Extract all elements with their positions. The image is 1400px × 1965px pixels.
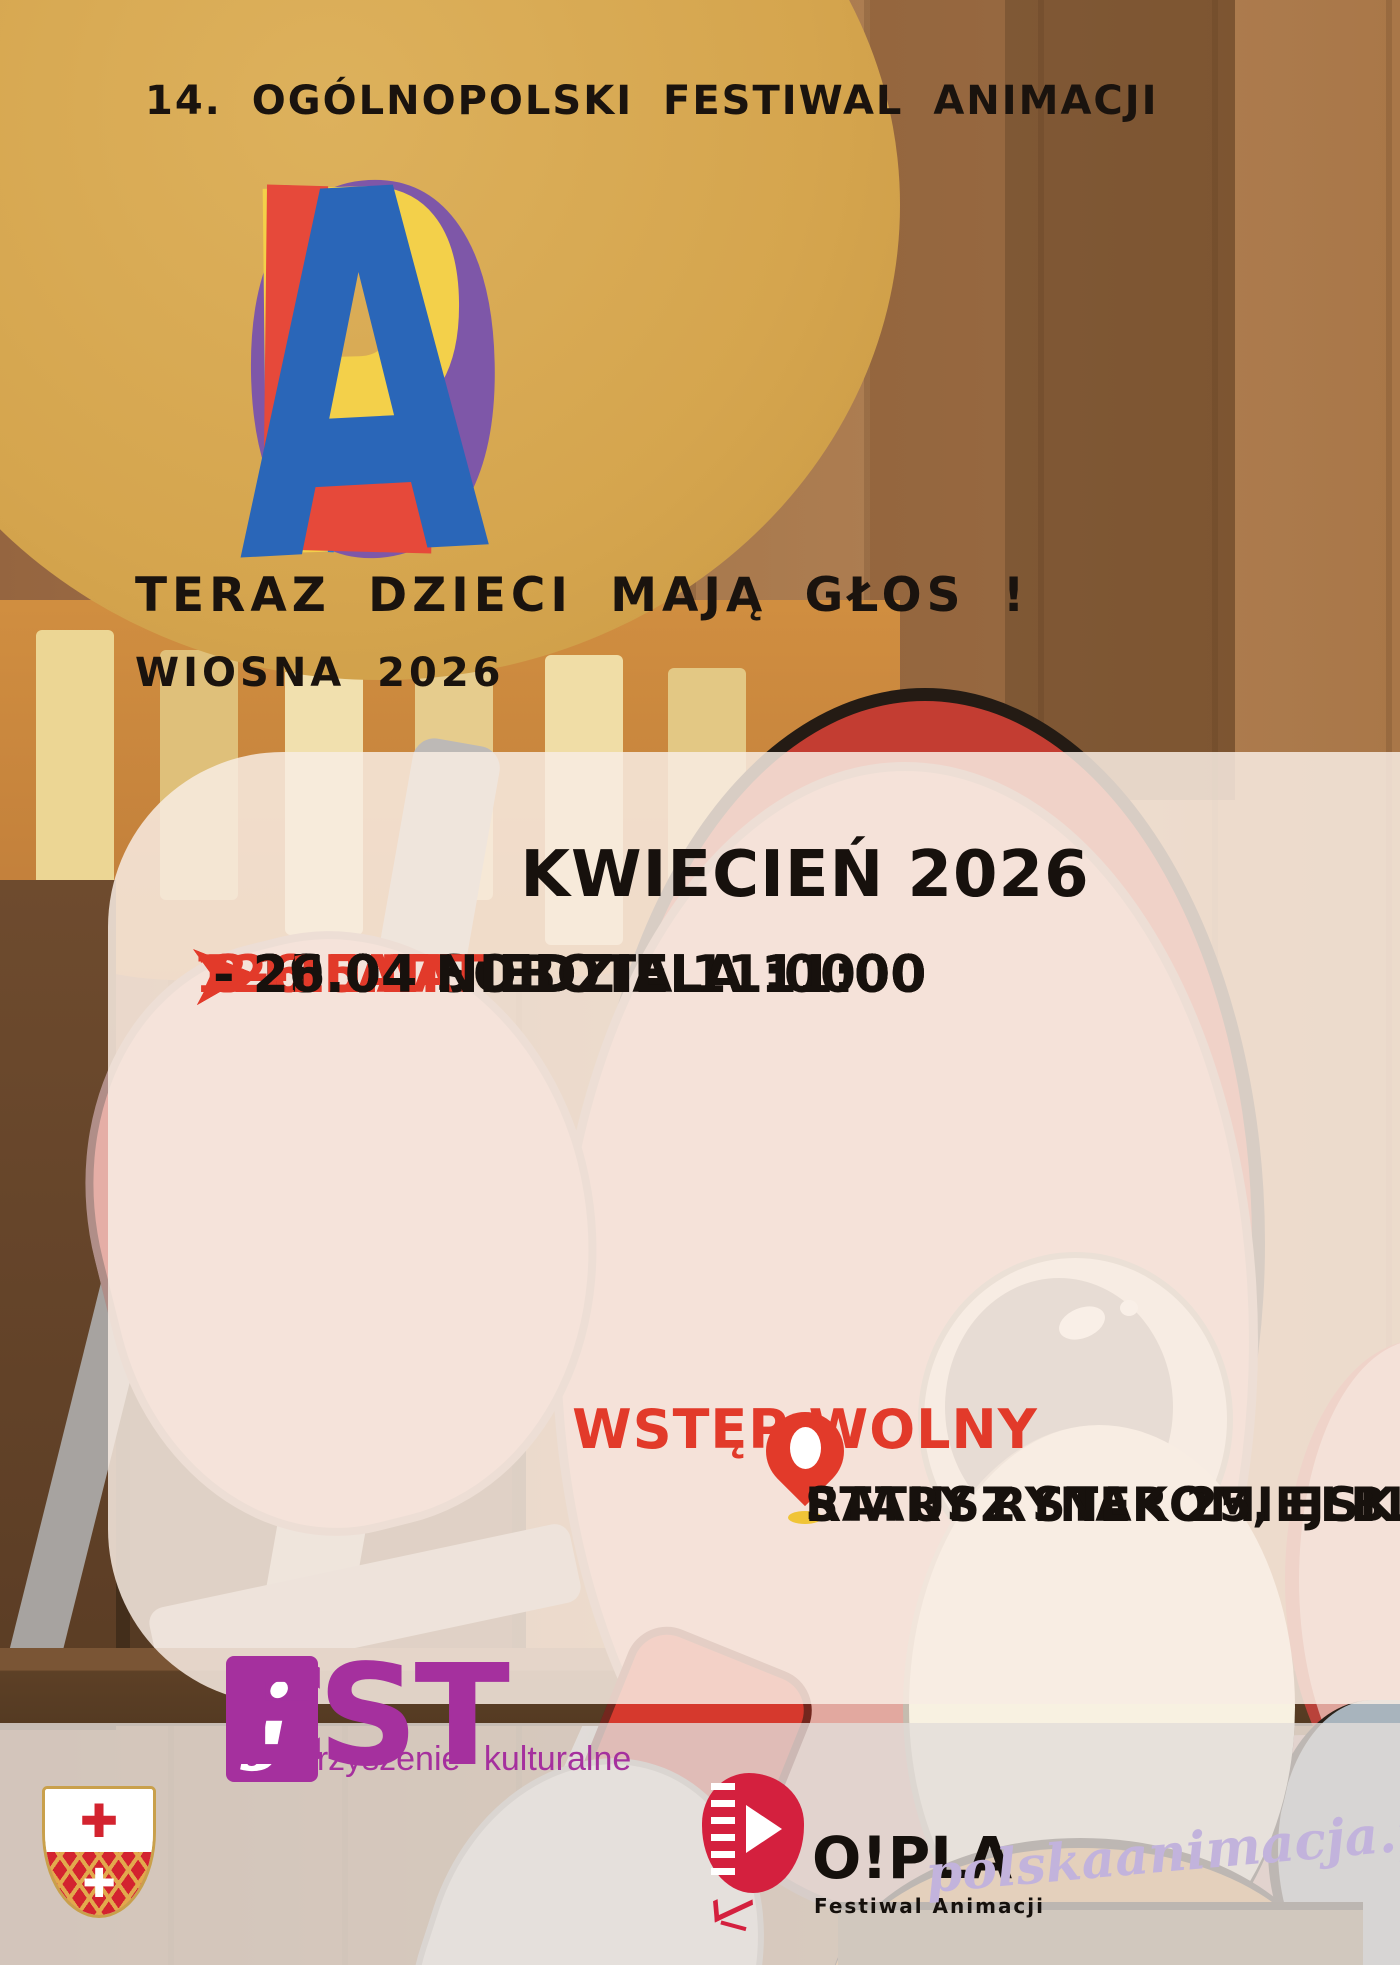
elblag-coat-of-arms-icon: ✚ ✚ [42, 1786, 156, 1918]
festival-tagline: TERAZ DZIECI MAJĄ GŁOS ! [135, 568, 1030, 623]
screening-date: - 12.04 NIEDZIELA 11:00 [213, 945, 927, 1005]
screening-date: - 26.04 NIEDZIELA 11:00 [213, 945, 927, 1005]
schedule-panel [108, 752, 1400, 1704]
screening-date: - 25.04 SOBOTA 11:00 [213, 945, 857, 1005]
bg-fringe-strip [36, 630, 114, 920]
map-pin-icon [749, 1395, 861, 1524]
oipla-footer-logo-subtitle: Festiwal Animacji [814, 1894, 1046, 1918]
crest-white-cross: ✚ [82, 1860, 116, 1907]
crest-red-cross: ✚ [79, 1793, 119, 1848]
screening-date: - 19.04 NIEDZIELA 11:00 [213, 945, 927, 1005]
film-projector-icon [702, 1773, 804, 1893]
age-group-label: 12-15 LAT [195, 945, 485, 1005]
play-triangle-icon [746, 1805, 782, 1853]
map-pin-hole [790, 1427, 821, 1469]
map-pin-base [788, 1511, 822, 1524]
crest-upper-field: ✚ [45, 1789, 153, 1852]
cjest-letters-est: EST [226, 1635, 510, 1799]
bg-plank [1005, 0, 1235, 800]
film-strip-icon [711, 1783, 735, 1881]
venue-name: RATUSZ STAROMIEJSKI [805, 1478, 1400, 1533]
crest-lower-field: ✚ [45, 1852, 153, 1915]
festival-season: WIOSNA 2026 [135, 650, 505, 696]
oipla-footer-logo-text: O!PLA [812, 1824, 1013, 1892]
venue-street: STARY RYNEK 25, ELBLĄG [805, 1478, 1400, 1533]
logo-letter-a: A [228, 80, 494, 676]
schedule-month-title: KWIECIEŃ 2026 [520, 838, 1090, 912]
cjest-j-block-icon: j [226, 1656, 318, 1782]
festival-edition-title: 14. OGÓLNOPOLSKI FESTIWAL ANIMACJI [145, 78, 1159, 124]
